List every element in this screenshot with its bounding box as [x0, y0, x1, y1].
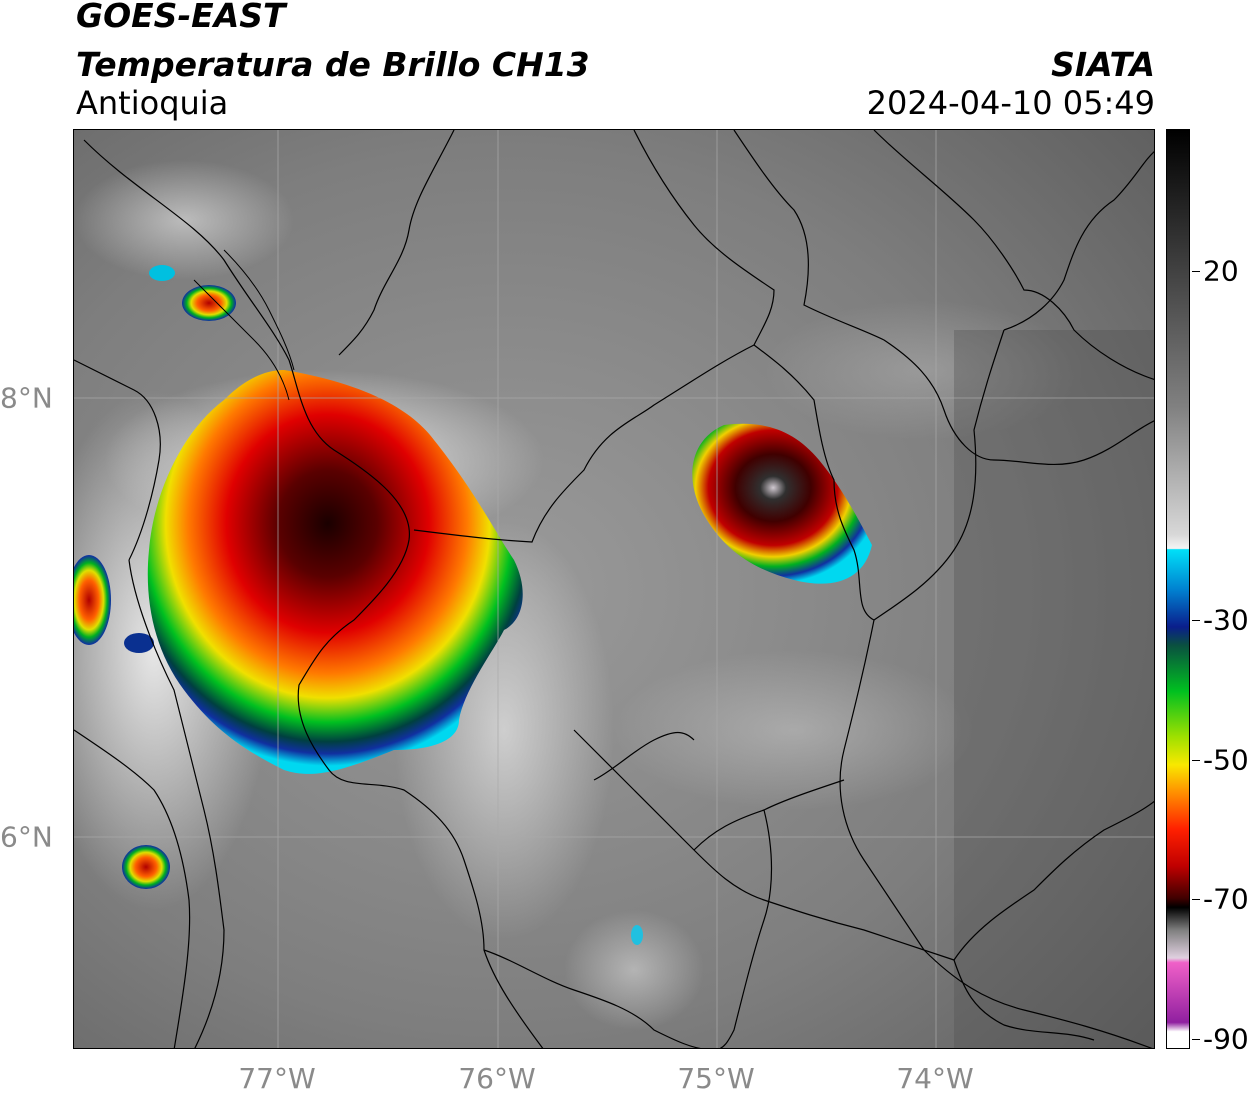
colorbar-tick [1192, 271, 1200, 272]
lat-label-8n: 8°N [0, 381, 53, 415]
colorbar-label-minus50: -50 [1203, 743, 1249, 777]
colorbar-label-minus70: -70 [1203, 882, 1249, 916]
colorbar-tick [1192, 760, 1200, 761]
lon-label-76w: 76°W [458, 1062, 536, 1095]
lon-label-77w: 77°W [238, 1062, 316, 1095]
colorbar-label-minus90: -90 [1203, 1022, 1249, 1056]
lon-label-74w: 74°W [896, 1062, 974, 1095]
colorbar-label-minus30: -30 [1203, 603, 1249, 637]
region-label: Antioquia [76, 84, 229, 122]
colorbar [1166, 129, 1190, 1049]
organization-label: SIATA [1051, 45, 1155, 84]
satellite-title: GOES-EAST [76, 0, 286, 35]
timestamp-label: 2024-04-10 05:49 [866, 84, 1155, 122]
colorbar-label-20: 20 [1203, 254, 1239, 288]
colorbar-tick [1192, 899, 1200, 900]
colorbar-tick [1192, 1039, 1200, 1040]
colorbar-tick [1192, 620, 1200, 621]
product-title: Temperatura de Brillo CH13 [76, 45, 590, 84]
satellite-map [73, 129, 1155, 1049]
lat-label-6n: 6°N [0, 820, 53, 854]
lon-label-75w: 75°W [677, 1062, 755, 1095]
